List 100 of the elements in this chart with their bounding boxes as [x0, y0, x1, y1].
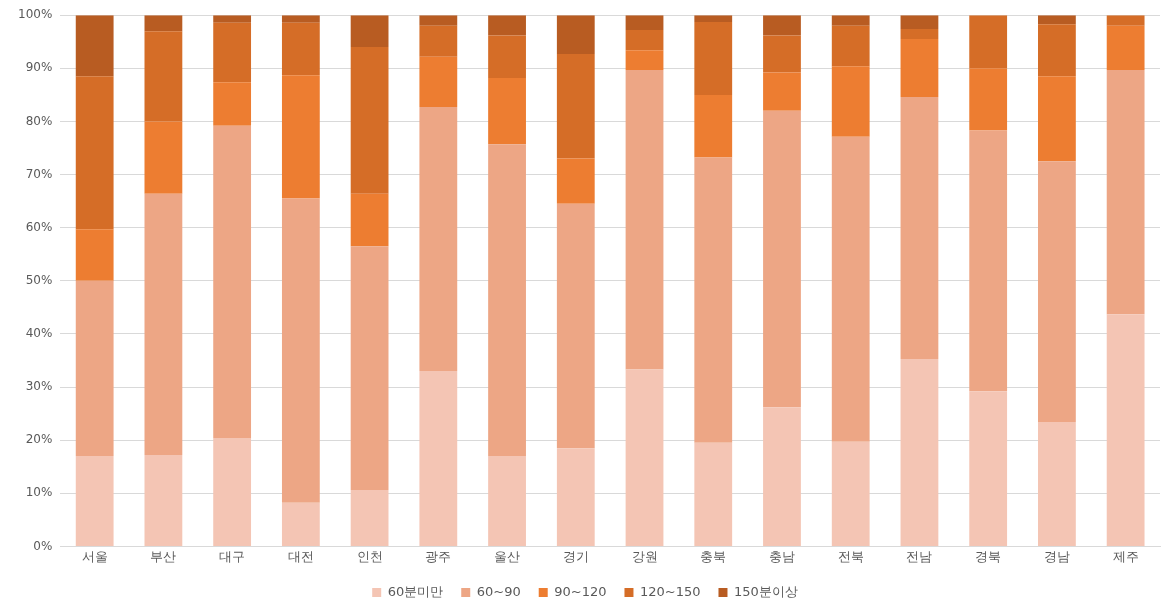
x-tick-label: 서울	[81, 548, 108, 564]
y-tick-label: 50%	[25, 272, 53, 287]
bar	[694, 442, 733, 546]
bar	[213, 15, 252, 23]
x-tick-label: 광주	[425, 548, 452, 564]
y-tick-label: 30%	[25, 379, 53, 394]
bar	[144, 121, 183, 194]
x-tick-label: 인천	[356, 548, 383, 564]
bar	[213, 438, 252, 546]
bar	[281, 15, 320, 23]
bar	[281, 75, 320, 199]
bar	[144, 455, 183, 546]
bar	[900, 358, 939, 546]
bar	[763, 15, 801, 36]
y-tick-label: 60%	[25, 219, 53, 234]
bar	[75, 15, 114, 77]
bar	[350, 246, 389, 491]
x-tick-label: 전북	[837, 548, 864, 564]
bar	[969, 130, 1008, 392]
x-tick-label: 충북	[700, 548, 727, 564]
bar	[969, 15, 1008, 69]
bar	[969, 68, 1008, 131]
bar	[763, 72, 801, 111]
bar	[488, 144, 526, 457]
bar	[763, 110, 801, 408]
bar	[831, 441, 870, 546]
bar	[419, 107, 458, 372]
bar	[1038, 76, 1076, 162]
bar	[75, 76, 114, 230]
bar	[281, 502, 320, 546]
bar	[625, 50, 664, 70]
x-tick-label: 경남	[1043, 548, 1070, 564]
y-tick-label: 90%	[25, 60, 53, 75]
bar	[625, 30, 664, 51]
bar	[1038, 24, 1076, 77]
bar	[488, 77, 526, 145]
bar	[213, 22, 252, 83]
bar	[281, 22, 320, 76]
bar	[900, 39, 939, 98]
bar	[900, 97, 939, 359]
bar	[1038, 161, 1076, 423]
bar	[350, 47, 389, 194]
bar	[625, 69, 664, 370]
y-tick-label: 70%	[25, 166, 53, 181]
y-tick-label: 10%	[25, 485, 53, 500]
bar	[1106, 15, 1145, 26]
bar	[144, 193, 183, 456]
bar	[1106, 69, 1145, 315]
bar	[281, 198, 320, 503]
x-tick-label: 부산	[150, 548, 177, 564]
bar	[556, 203, 595, 449]
bar	[75, 229, 114, 281]
x-tick-label: 충남	[768, 548, 795, 564]
bar	[213, 125, 252, 439]
bar	[419, 25, 458, 57]
bar	[625, 369, 664, 546]
legend-label: 120~150	[639, 583, 701, 599]
bar	[694, 94, 733, 158]
bar	[1106, 314, 1145, 546]
bar	[969, 391, 1008, 546]
bar	[694, 157, 733, 443]
bar	[213, 82, 252, 126]
legend-label: 150분이상	[733, 583, 798, 599]
bar	[419, 15, 458, 26]
y-tick-label: 80%	[25, 113, 53, 128]
x-tick-label: 대구	[219, 548, 246, 564]
bar	[556, 15, 595, 54]
bar	[1038, 422, 1076, 546]
x-tick-label: 경북	[975, 548, 1002, 564]
bar	[694, 22, 733, 95]
x-tick-label: 전남	[906, 548, 933, 564]
bar	[488, 35, 526, 78]
bar	[144, 15, 183, 32]
bar	[350, 15, 389, 48]
y-tick-label: 0%	[33, 538, 53, 553]
bar	[350, 490, 389, 546]
bar	[900, 29, 939, 40]
legend-label: 60~90	[476, 583, 521, 599]
bar	[831, 25, 870, 67]
y-tick-label: 40%	[25, 326, 53, 341]
x-tick-label: 대전	[287, 548, 314, 564]
bar	[1106, 25, 1145, 70]
bar	[350, 193, 389, 247]
x-tick-label: 경기	[562, 548, 589, 564]
x-tick-label: 제주	[1112, 548, 1139, 564]
bar	[419, 56, 458, 108]
bar	[556, 448, 595, 546]
bar	[556, 53, 595, 159]
bar	[831, 15, 870, 26]
bar	[556, 158, 595, 204]
bar	[488, 15, 526, 36]
bar	[488, 456, 526, 546]
y-tick-label: 20%	[25, 432, 53, 447]
bar	[763, 35, 801, 73]
legend-label: 90~120	[554, 583, 607, 599]
bar	[419, 371, 458, 546]
x-tick-label: 강원	[631, 548, 658, 564]
bar	[900, 15, 939, 30]
x-tick-label: 울산	[494, 548, 521, 564]
bar	[763, 407, 801, 546]
